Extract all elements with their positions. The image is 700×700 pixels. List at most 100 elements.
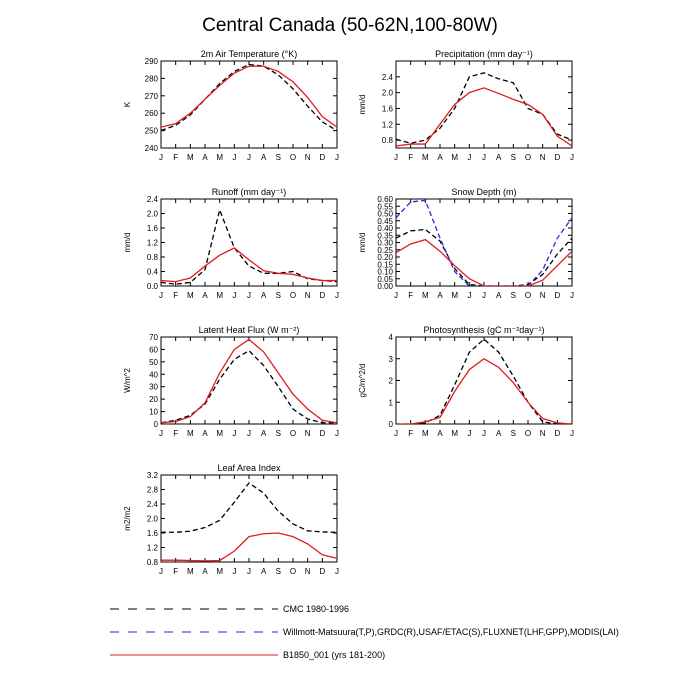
x-tick-label: S: [511, 429, 516, 438]
legend-label-cmc: CMC 1980-1996: [283, 604, 349, 614]
y-tick-label: 3.2: [147, 471, 159, 480]
legend: CMC 1980-1996 Willmott-Matsuura(T,P),GRDC…: [110, 604, 619, 660]
x-tick-label: J: [335, 153, 339, 162]
x-tick-label: N: [305, 291, 311, 300]
x-tick-label: A: [437, 429, 443, 438]
y-tick-label: 40: [149, 370, 158, 379]
y-tick-label: 250: [145, 127, 159, 136]
y-tick-label: 60: [149, 345, 158, 354]
x-tick-label: J: [335, 567, 339, 576]
x-tick-label: D: [319, 291, 325, 300]
panel-title: Precipitation (mm day⁻¹): [435, 49, 533, 59]
x-tick-label: J: [482, 291, 486, 300]
x-tick-label: M: [216, 291, 223, 300]
series-line-obs: [396, 199, 572, 286]
panel-title: Runoff (mm day⁻¹): [212, 187, 287, 197]
x-tick-label: D: [554, 429, 560, 438]
y-tick-label: 290: [145, 57, 159, 66]
x-tick-label: J: [570, 429, 574, 438]
panels: 2m Air Temperature (°K)K2402502602702802…: [123, 49, 574, 576]
panel-1: 2m Air Temperature (°K) K 240 250 260 270 280 2…: [123, 49, 339, 162]
x-tick-label: J: [394, 291, 398, 300]
series-line-model: [161, 247, 337, 283]
x-tick-label: J: [467, 153, 471, 162]
y-tick-label: 0.15: [377, 260, 393, 269]
y-tick-label: 20: [149, 395, 158, 404]
y-tick-label: 0.8: [147, 253, 159, 262]
y-tick-label: 2.8: [147, 486, 159, 495]
x-tick-label: N: [540, 291, 546, 300]
x-tick-label: A: [202, 291, 208, 300]
x-tick-label: M: [216, 153, 223, 162]
y-tick-label: 260: [145, 109, 159, 118]
x-tick-label: A: [261, 567, 267, 576]
y-tick-label: 0.60: [377, 195, 393, 204]
x-tick-label: O: [290, 429, 296, 438]
x-tick-label: J: [570, 291, 574, 300]
y-tick-label: 4: [389, 333, 394, 342]
panel-6: Photosynthesis (gC m⁻²day⁻¹) gC/m^2/d 0 1 2 3…: [358, 325, 574, 438]
x-tick-label: F: [408, 153, 413, 162]
x-tick-label: S: [511, 153, 516, 162]
x-tick-label: S: [276, 153, 281, 162]
y-tick-label: 50: [149, 358, 158, 367]
x-tick-label: O: [525, 291, 531, 300]
x-tick-label: N: [305, 153, 311, 162]
x-tick-label: A: [437, 291, 443, 300]
panel-title: Snow Depth (m): [451, 187, 516, 197]
y-tick-label: 2.0: [147, 210, 159, 219]
x-tick-label: J: [482, 429, 486, 438]
y-tick-label: 1.2: [147, 239, 159, 248]
x-tick-label: J: [232, 153, 236, 162]
x-tick-label: J: [159, 429, 163, 438]
series-line-model: [396, 238, 572, 286]
y-tick-label: 0: [389, 420, 394, 429]
panel-title: Leaf Area Index: [217, 463, 281, 473]
x-tick-label: M: [422, 429, 429, 438]
y-tick-label: 1: [389, 398, 394, 407]
panel-4: Snow Depth (m)mm/d0.000.050.100.150.200.…: [358, 187, 574, 300]
y-tick-label: 270: [145, 92, 159, 101]
y-tick-label: 0.4: [147, 268, 159, 277]
x-tick-label: A: [202, 429, 208, 438]
x-tick-label: J: [232, 567, 236, 576]
x-tick-label: J: [394, 429, 398, 438]
y-tick-label: 0.35: [377, 231, 393, 240]
y-axis-label: mm/d: [358, 95, 367, 115]
series-line-model: [396, 357, 572, 424]
x-tick-label: J: [467, 429, 471, 438]
x-tick-label: O: [290, 291, 296, 300]
x-tick-label: N: [305, 429, 311, 438]
x-tick-label: J: [247, 567, 251, 576]
x-tick-label: M: [451, 429, 458, 438]
x-tick-label: F: [173, 291, 178, 300]
y-axis-label: K: [123, 101, 132, 107]
y-tick-label: 30: [149, 383, 158, 392]
series-line-cmc: [161, 63, 337, 132]
x-tick-label: M: [187, 291, 194, 300]
x-tick-label: D: [554, 291, 560, 300]
figure-title: Central Canada (50-62N,100-80W): [202, 15, 498, 36]
x-tick-label: M: [451, 291, 458, 300]
x-tick-label: J: [232, 429, 236, 438]
y-tick-label: 2.4: [382, 73, 394, 82]
x-tick-label: J: [467, 291, 471, 300]
y-tick-label: 3: [389, 355, 394, 364]
series-line-model: [161, 532, 337, 562]
y-tick-label: 1.6: [147, 224, 159, 233]
x-tick-label: M: [422, 291, 429, 300]
series-line-cmc: [161, 349, 337, 424]
x-tick-label: J: [159, 153, 163, 162]
series-line-cmc: [161, 207, 337, 285]
panel-7: Leaf Area Index m2/m2 0.8 1.2 1.6 2.0 2.4 2.8 3.…: [123, 463, 339, 576]
x-tick-label: A: [261, 153, 267, 162]
x-tick-label: D: [554, 153, 560, 162]
series-line-cmc: [396, 228, 572, 286]
x-tick-label: A: [496, 429, 502, 438]
panel-5: Latent Heat Flux (W m⁻²) W/m^2 0 10 20 30 40 50…: [123, 325, 339, 438]
y-tick-label: 2: [389, 377, 394, 386]
y-tick-label: 0.50: [377, 210, 393, 219]
x-tick-label: J: [159, 567, 163, 576]
panel-3: Runoff (mm day⁻¹) mm/d 0.0 0.4 0.8 1.2 1.6 2.0 2…: [123, 187, 339, 300]
